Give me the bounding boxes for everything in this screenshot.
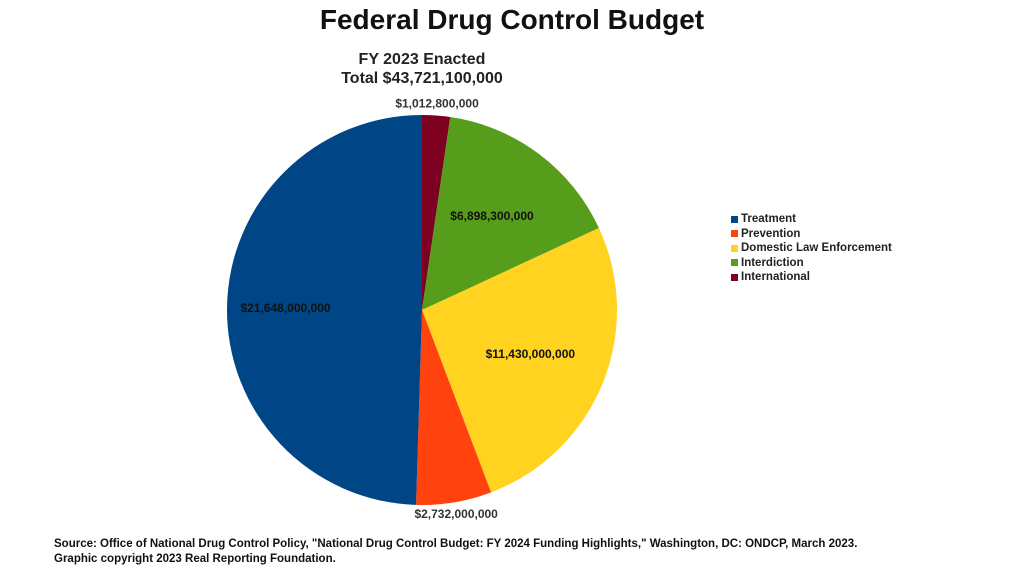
legend-label: International [741, 271, 811, 284]
legend-swatch [731, 230, 738, 238]
subtitle-line-2: Total $43,721,100,000 [341, 70, 503, 87]
pie-slice-international [422, 115, 451, 310]
data-label-interdiction: $6,898,300,000 [450, 209, 534, 223]
legend-label: Treatment [741, 213, 796, 226]
pie-slice-domestic-law-enforcement [422, 228, 617, 493]
pie-slice-prevention [416, 310, 492, 505]
legend-swatch [731, 273, 738, 281]
legend-swatch [731, 259, 738, 267]
legend-item-domestic-law-enforcement: Domestic Law Enforcement [731, 241, 892, 256]
data-label-treatment: $21,648,000,000 [240, 301, 330, 315]
pie-slice-treatment [227, 115, 422, 505]
legend-item-interdiction: Interdiction [731, 256, 892, 271]
legend-swatch [731, 215, 738, 223]
legend-swatch [731, 244, 738, 252]
legend-label: Interdiction [741, 256, 804, 269]
legend: Treatment Prevention Domestic Law Enforc… [731, 212, 892, 285]
source-line-2: Graphic copyright 2023 Real Reporting Fo… [54, 553, 336, 565]
data-label-prevention: $2,732,000,000 [414, 507, 498, 521]
source-note: Source: Office of National Drug Control … [54, 537, 857, 567]
chart-title: Federal Drug Control Budget [319, 4, 705, 35]
legend-item-treatment: Treatment [731, 212, 892, 227]
data-label-domestic-law-enforcement: $11,430,000,000 [486, 347, 576, 361]
chart-subtitle: FY 2023 Enacted Total $43,721,100,000 [322, 50, 522, 88]
legend-label: Domestic Law Enforcement [741, 242, 892, 255]
source-line-1: Source: Office of National Drug Control … [54, 538, 858, 550]
legend-item-international: International [731, 270, 892, 285]
subtitle-line-1: FY 2023 Enacted [358, 51, 486, 68]
data-label-international: $1,012,800,000 [395, 97, 479, 111]
legend-item-prevention: Prevention [731, 227, 892, 242]
legend-label: Prevention [741, 227, 801, 240]
pie-slice-interdiction [422, 117, 599, 310]
